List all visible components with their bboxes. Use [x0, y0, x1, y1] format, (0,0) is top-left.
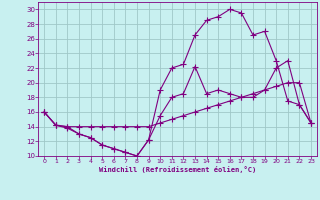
X-axis label: Windchill (Refroidissement éolien,°C): Windchill (Refroidissement éolien,°C) — [99, 166, 256, 173]
